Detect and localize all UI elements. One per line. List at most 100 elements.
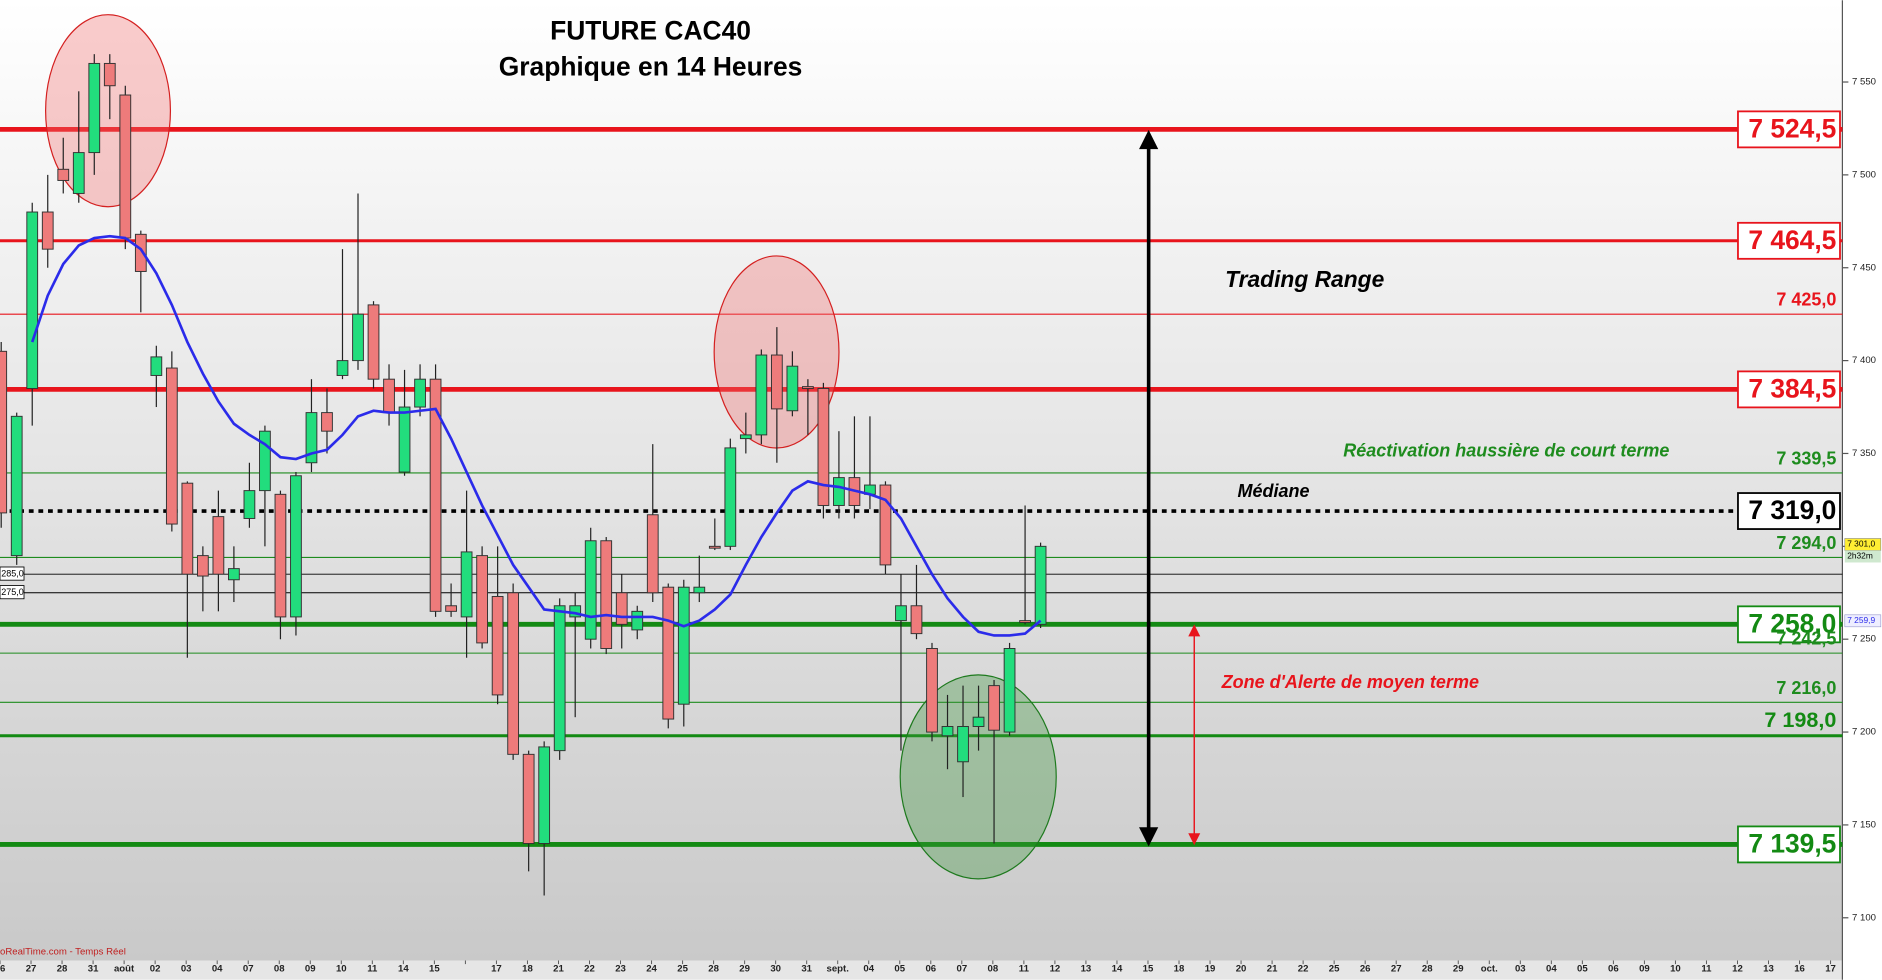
- y-tick-label: 7 350: [1852, 448, 1876, 459]
- candle-body: [228, 568, 240, 581]
- candle-body: [708, 545, 721, 549]
- x-axis-band: [0, 960, 1843, 980]
- x-tick-label: 06: [925, 963, 936, 974]
- x-tick-label: 17: [1825, 963, 1836, 974]
- x-tick-label: 18: [1174, 963, 1185, 974]
- candle-body: [72, 152, 85, 194]
- x-tick-label: 02: [150, 963, 161, 974]
- candle-body: [398, 406, 411, 473]
- level-label: 7 139,5: [1748, 829, 1836, 859]
- candle-body: [181, 482, 194, 575]
- x-tick-label: 28: [708, 963, 719, 974]
- candle-body: [336, 360, 349, 376]
- x-tick-label: 23: [615, 963, 626, 974]
- level-label: 7 294,0: [1776, 533, 1836, 553]
- x-tick-label: 27: [26, 963, 37, 974]
- candle-body: [57, 168, 70, 181]
- timer-tag: [1844, 550, 1881, 563]
- x-tick-label: 17: [491, 963, 502, 974]
- candle-body: [10, 415, 23, 557]
- candle-body: [212, 516, 225, 575]
- y-tick-label: 7 550: [1852, 77, 1876, 88]
- candle-body: [429, 378, 442, 612]
- candle-body: [352, 313, 364, 362]
- candle-body: [786, 365, 799, 412]
- ma-tag-label: 7 259,9: [1847, 615, 1875, 625]
- level-label: 275,0: [1, 587, 24, 597]
- candle-body: [538, 746, 551, 844]
- candle-body: [926, 648, 938, 733]
- candle-body: [802, 386, 814, 389]
- candle-body: [460, 551, 473, 618]
- x-tick-label: 26: [0, 963, 5, 974]
- x-tick-label: 07: [243, 963, 254, 974]
- level-label: 7 242,5: [1776, 629, 1836, 649]
- candle-body: [739, 434, 752, 440]
- x-tick-label: 31: [88, 963, 99, 974]
- x-tick-label: 08: [274, 963, 285, 974]
- y-tick-label: 7 450: [1852, 262, 1876, 273]
- level-box: [1737, 605, 1841, 644]
- candle-body: [150, 356, 163, 376]
- x-tick-label: 08: [988, 963, 999, 974]
- y-tick-label: 7 400: [1852, 355, 1876, 366]
- source: oRealTime.com - Temps Réel: [0, 947, 126, 958]
- level-label: 7 198,0: [1764, 707, 1836, 732]
- candle-body: [26, 211, 39, 389]
- x-tick-label: 05: [894, 963, 905, 974]
- arrow-head: [1139, 827, 1159, 847]
- x-tick-label: 04: [212, 963, 223, 974]
- level-label: 7 464,5: [1748, 225, 1836, 255]
- candle-body: [693, 586, 706, 594]
- candle-body: [879, 484, 892, 566]
- candle-body: [631, 610, 644, 631]
- candle-body: [165, 367, 178, 525]
- candle-body: [196, 555, 209, 577]
- x-tick-label: 11: [1701, 963, 1712, 974]
- candle-body: [553, 605, 566, 752]
- candle-body: [770, 354, 783, 410]
- candle-body: [600, 540, 613, 649]
- chart-title: FUTURE CAC40: [550, 16, 751, 46]
- candle-body: [833, 477, 845, 506]
- x-tick-label: 25: [677, 963, 688, 974]
- x-tick-label: 18: [522, 963, 533, 974]
- candle-body: [988, 685, 1000, 731]
- level-label: 7 384,5: [1748, 374, 1836, 404]
- x-tick-label: 15: [1143, 963, 1154, 974]
- x-tick-label: 10: [336, 963, 347, 974]
- x-tick-label: 13: [1081, 963, 1092, 974]
- x-tick-label: 04: [863, 963, 874, 974]
- x-tick-label: 29: [1453, 963, 1464, 974]
- y-tick-label: 7 150: [1852, 819, 1876, 830]
- y-tick-label: 7 250: [1852, 634, 1876, 645]
- level-label: 7 258,0: [1748, 609, 1836, 639]
- x-tick-label: 30: [770, 963, 781, 974]
- x-tick-label: 09: [1639, 963, 1650, 974]
- candle-body: [910, 605, 923, 635]
- candle-body: [615, 592, 628, 625]
- candle-body: [646, 514, 659, 594]
- level-label: 285,0: [1, 569, 24, 579]
- x-tick-label: 27: [1391, 963, 1402, 974]
- candle-body: [724, 447, 737, 547]
- candle-body: [941, 726, 954, 737]
- x-tick-label: 03: [1515, 963, 1526, 974]
- candle-body: [0, 350, 8, 514]
- candle-body: [305, 412, 318, 464]
- candle-body: [383, 378, 395, 414]
- x-tick-label: 16: [1794, 963, 1805, 974]
- x-tick-label: 25: [1329, 963, 1340, 974]
- y-tick-label: 7 200: [1852, 727, 1876, 738]
- x-tick-label: oct.: [1481, 963, 1498, 974]
- x-tick-label: 11: [367, 963, 378, 974]
- x-tick-label: 12: [1050, 963, 1061, 974]
- level-box: [0, 566, 25, 581]
- candle-body: [134, 233, 147, 272]
- candle-body: [445, 605, 457, 612]
- candle-body: [662, 586, 675, 720]
- candle-body: [321, 412, 333, 432]
- levels: 7 524,5 7 464,5 7 425,0 7 384,5 7 339,5 7 319…: [0, 110, 1843, 864]
- moving-average: [30, 234, 1042, 637]
- level-label: 7 425,0: [1776, 290, 1836, 310]
